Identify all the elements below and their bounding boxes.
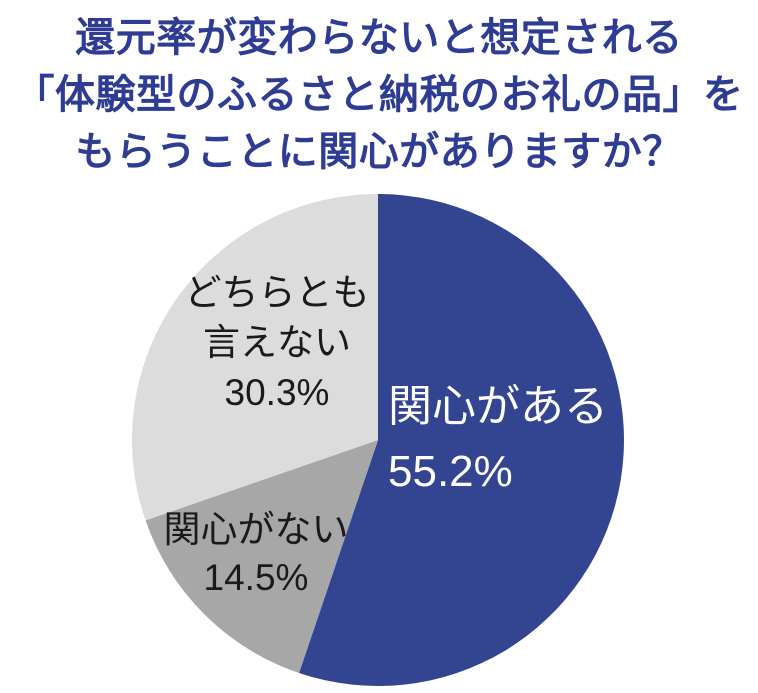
chart-title-line-1: 還元率が変わらないと想定される: [75, 16, 683, 60]
pie-slice-neutral: [131, 194, 378, 521]
slice-label-neutral-text: どちらとも言えない: [184, 272, 370, 363]
slice-label-interested: 関心がある 55.2%: [388, 374, 608, 504]
chart-title: 還元率が変わらないと想定される 「体験型のふるさと納税のお礼の品」を もらうこと…: [0, 10, 758, 181]
chart-title-line-3: もらうことに関心がありますか？: [75, 130, 683, 174]
slice-label-not-interested-pct: 14.5%: [203, 557, 309, 598]
slice-label-neutral-pct: 30.3%: [224, 372, 330, 413]
slice-label-not-interested-text: 関心がない: [163, 509, 349, 550]
slice-label-neutral: どちらとも言えない 30.3%: [167, 268, 387, 418]
slice-label-not-interested: 関心がない 14.5%: [151, 506, 361, 602]
slice-label-interested-text: 関心がある: [388, 382, 608, 431]
pie-slice-interested: [299, 194, 624, 686]
chart-title-line-2: 「体験型のふるさと納税のお礼の品」を: [14, 73, 744, 117]
pie-slice-not-interested: [145, 440, 378, 673]
slice-label-interested-pct: 55.2%: [388, 447, 513, 496]
